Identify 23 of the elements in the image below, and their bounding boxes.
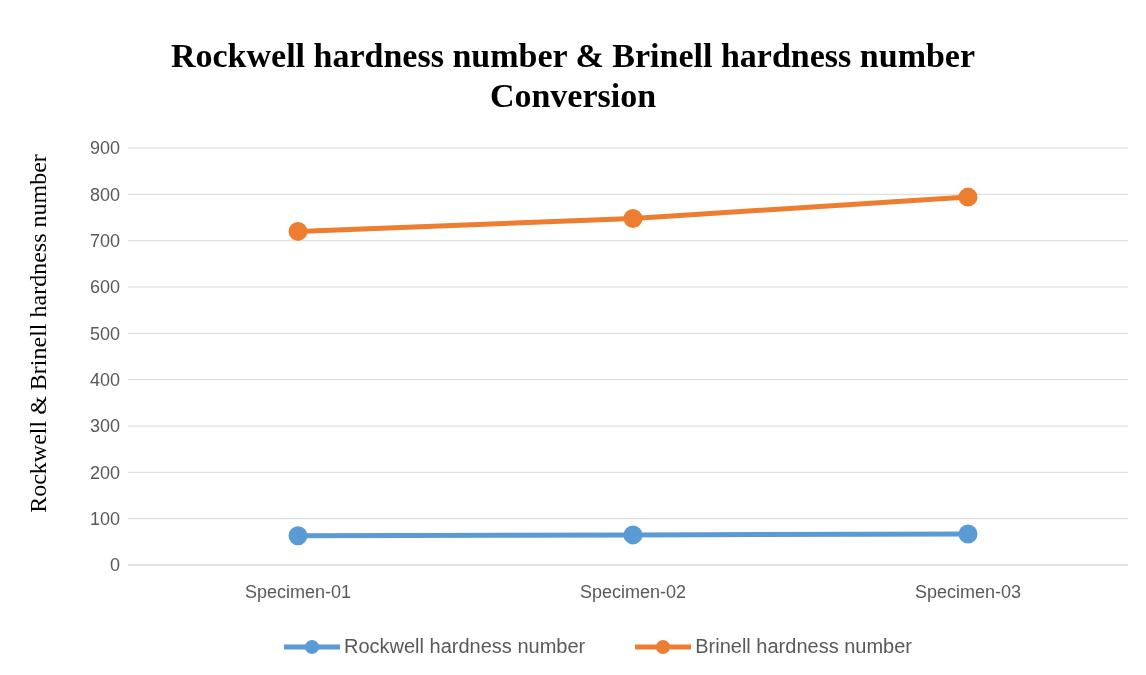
y-tick-label: 800 (89, 184, 120, 205)
point (288, 221, 308, 241)
x-tick-label: Specimen-03 (914, 581, 1022, 602)
x-tick-label: Specimen-01 (244, 581, 352, 602)
x-tick-label: Specimen-02 (579, 581, 687, 602)
point (623, 525, 643, 545)
y-tick-label: 400 (89, 370, 120, 391)
y-tick-label: 0 (109, 555, 120, 576)
y-tick-label: 200 (89, 462, 120, 483)
point (958, 187, 978, 207)
point (623, 208, 643, 228)
y-tick-label: 700 (89, 231, 120, 252)
point (288, 526, 308, 546)
y-tick-label: 100 (89, 509, 120, 530)
y-tick-label: 600 (89, 277, 120, 298)
y-tick-label: 300 (89, 416, 120, 437)
legend-label: Rockwell hardness number (343, 635, 586, 658)
legend-label: Brinell hardness number (695, 635, 912, 658)
y-tick-label: 900 (89, 138, 120, 159)
y-axis-title: Rockwell & Brinell hardness number (24, 153, 52, 513)
y-tick-label: 500 (89, 323, 120, 344)
chart-title: Rockwell hardness number & Brinell hardness number Conversion (169, 36, 977, 114)
point (958, 524, 978, 544)
